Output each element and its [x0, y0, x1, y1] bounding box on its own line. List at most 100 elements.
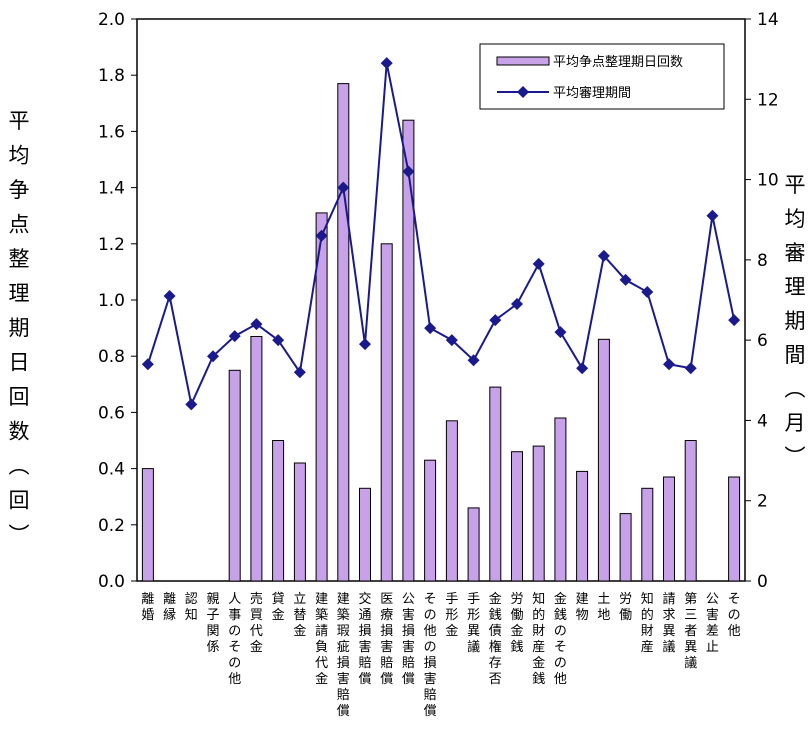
line-point	[576, 362, 589, 375]
left-tick-label: 0.0	[98, 572, 125, 592]
x-tick-label: 知的財産	[641, 591, 654, 655]
line-point	[163, 289, 176, 302]
bars-layer	[141, 83, 741, 582]
line-point	[489, 314, 502, 327]
legend-line-label: 平均審理期間	[553, 86, 631, 101]
line-point	[337, 181, 350, 194]
left-tick-label: 0.2	[98, 516, 125, 536]
right-tick-label: 6	[757, 331, 768, 351]
bar	[728, 476, 741, 582]
bar	[684, 440, 697, 582]
bar	[554, 417, 567, 582]
x-tick-label: 金銭のその他	[554, 591, 567, 687]
bar	[337, 83, 350, 582]
x-tick-label: 手形金	[445, 592, 458, 639]
x-tick-label: 労働金銭	[510, 592, 523, 655]
bar	[402, 119, 415, 582]
left-tick-label: 1.6	[98, 122, 125, 142]
x-tick-label: 医療損害賠償	[380, 592, 393, 687]
x-tick-label: 交通損害賠償	[358, 591, 371, 687]
line-point	[402, 165, 415, 178]
x-tick-label: その他の損害賠償	[424, 592, 437, 719]
bar	[141, 468, 154, 582]
x-tick-label: 建築瑕疵損害賠償	[337, 592, 350, 719]
left-tick-label: 0.6	[98, 403, 125, 423]
line-point	[684, 362, 697, 375]
bar	[424, 459, 437, 582]
line-point	[380, 57, 393, 70]
legend-bar-swatch	[496, 56, 550, 66]
right-tick-label: 0	[757, 572, 768, 592]
left-tick-label: 1.2	[98, 235, 125, 255]
left-axis-title: 平均争点整理期日回数︵回︶	[9, 109, 30, 547]
right-tick-label: 8	[757, 251, 768, 271]
bar	[272, 440, 285, 582]
left-axis-title-text: 平均争点整理期日回数︵回︶	[9, 109, 30, 547]
line-layer	[141, 57, 741, 411]
line-point	[532, 257, 545, 270]
x-tick-label: 人事のその他	[228, 592, 241, 687]
x-axis: 離婚離縁認知親子関係人事のその他売買代金貸金立替金建築請負代金建築瑕疵損害賠償交…	[141, 591, 740, 719]
right-tick-label: 10	[757, 171, 779, 191]
bar	[489, 386, 502, 582]
left-tick-label: 1.4	[98, 179, 125, 199]
x-tick-label: 労働	[619, 592, 632, 623]
line-point	[511, 298, 523, 311]
x-tick-label: その他	[728, 592, 741, 639]
left-tick-label: 0.4	[98, 460, 125, 480]
bar	[380, 243, 393, 582]
bar	[576, 470, 589, 582]
line-point	[706, 209, 719, 222]
x-tick-label: 親子関係	[206, 592, 219, 655]
x-tick-label: 第三者異議	[684, 592, 697, 671]
line-point	[207, 350, 219, 363]
line-point	[315, 229, 328, 242]
x-tick-label: 土地	[597, 592, 610, 623]
line-point	[445, 334, 458, 347]
line-point	[228, 330, 241, 343]
right-tick-label: 2	[757, 492, 768, 512]
x-tick-label: 手形異議	[467, 592, 480, 655]
line-point	[663, 358, 675, 371]
right-tick-label: 4	[757, 411, 768, 431]
x-tick-label: 売買代金	[250, 591, 263, 655]
bar	[467, 507, 480, 582]
line-point	[293, 366, 306, 379]
legend-line-marker	[517, 86, 529, 98]
line-point	[619, 273, 632, 286]
x-tick-label: 公害損害賠償	[402, 592, 415, 687]
left-axis: 0.0 0.2 0.4 0.6 0.8 1.0 1.2 1.4 1.6 1.8 2.0	[98, 10, 137, 592]
line-point	[250, 318, 263, 331]
bar	[663, 476, 675, 582]
left-tick-label: 2.0	[98, 10, 125, 30]
series-line	[146, 63, 736, 408]
x-tick-label: 建築請負代金	[315, 592, 328, 687]
bar	[293, 462, 306, 582]
line-point	[728, 314, 741, 327]
line-point	[467, 354, 480, 367]
line-point	[424, 322, 437, 335]
right-axis-title-text: 平均審理期間︵月︶	[785, 173, 806, 469]
legend-box	[479, 43, 725, 110]
left-tick-label: 0.8	[98, 347, 125, 367]
bar	[228, 369, 241, 582]
x-tick-label: 立替金	[293, 592, 306, 639]
bar	[619, 513, 632, 582]
bar	[445, 420, 458, 582]
x-tick-label: 離婚	[141, 592, 154, 623]
bar	[315, 212, 328, 582]
x-tick-label: 知的財産金銭	[532, 591, 545, 687]
bar	[359, 487, 371, 582]
line-point	[185, 398, 198, 411]
right-tick-label: 14	[757, 10, 779, 30]
left-tick-label: 1.0	[98, 291, 125, 311]
x-tick-label: 公害差止	[706, 592, 719, 655]
bar	[597, 338, 610, 582]
x-tick-label: 請求異議	[662, 592, 675, 655]
bar	[532, 445, 545, 582]
bar	[511, 451, 523, 582]
right-axis: 0 2 4 6 8 10 12 14	[745, 10, 779, 592]
legend-bar-label: 平均争点整理期日回数	[553, 55, 683, 70]
